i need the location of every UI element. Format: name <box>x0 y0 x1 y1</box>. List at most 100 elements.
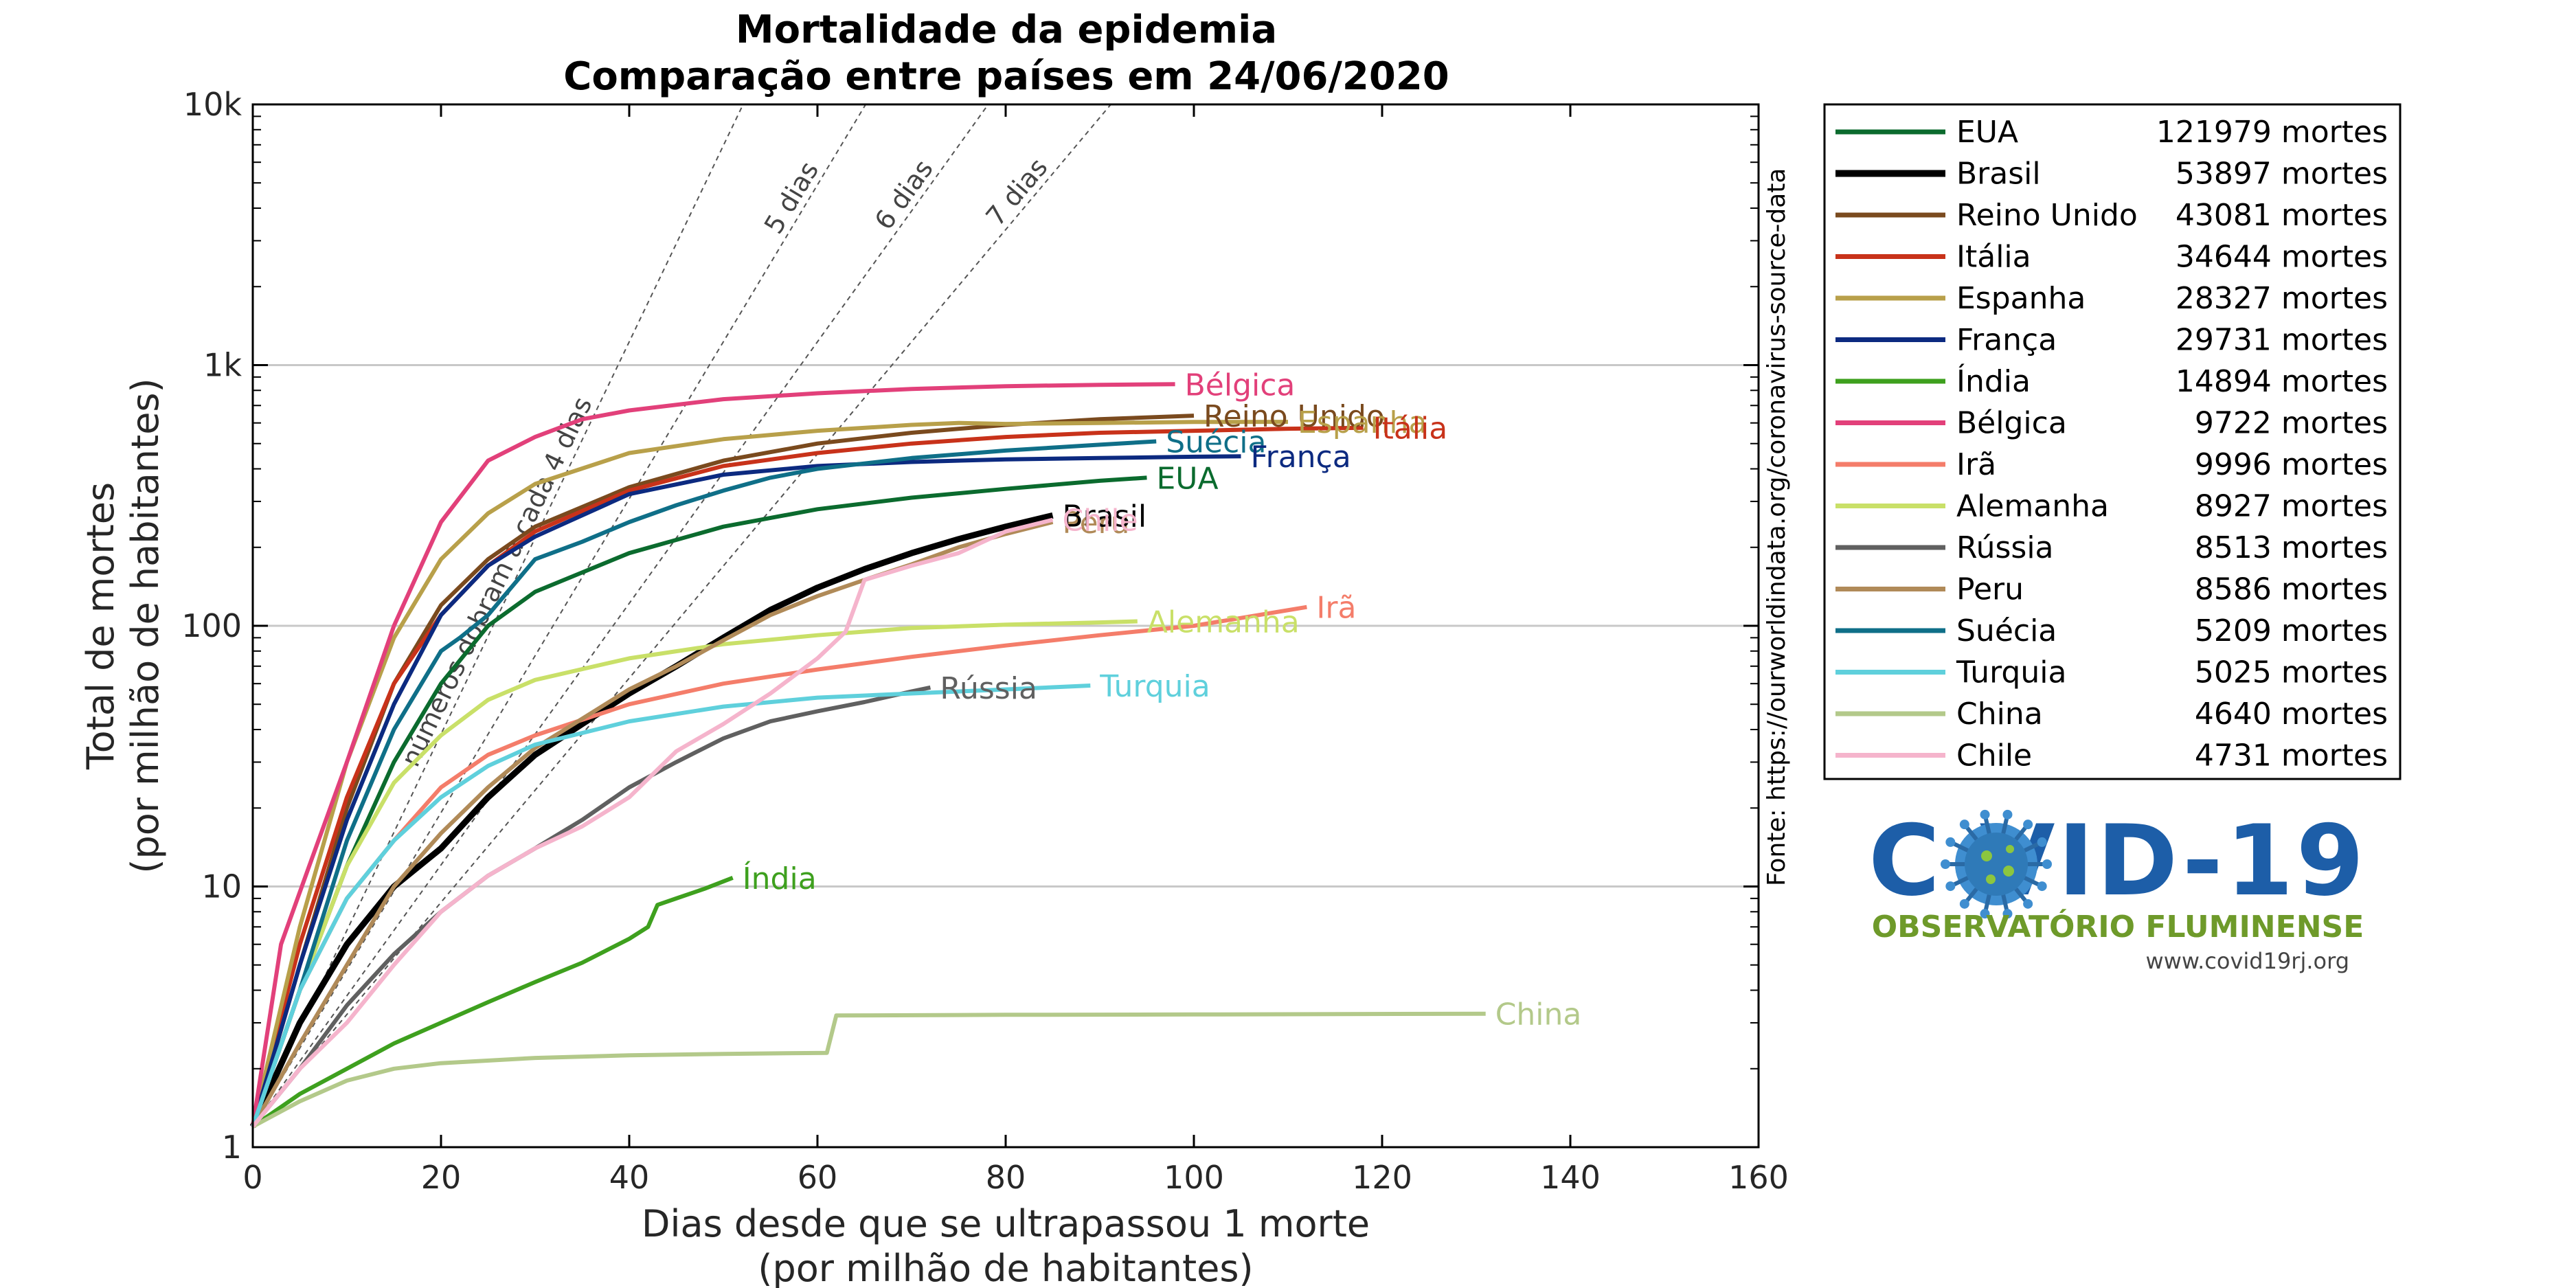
legend-series-name: EUA <box>1956 115 2018 150</box>
series-end-label: Brasil <box>1063 499 1147 534</box>
source-note: Fonte: https://ourworldindata.org/corona… <box>1763 168 1791 886</box>
series-line <box>251 683 1091 1127</box>
legend-series-name: Irã <box>1956 447 1996 482</box>
virus-spikes <box>1941 809 2052 919</box>
series-line <box>251 876 734 1129</box>
legend-death-count: 121979 mortes <box>2156 115 2388 150</box>
series-end-label: Suécia <box>1166 425 1266 460</box>
legend-series-name: França <box>1956 323 2057 358</box>
covid-logo: C VID-19 OBSERVATÓRIO FLUMINENSE www.cov… <box>1868 804 2367 974</box>
series-end-label: Reino Unido <box>1204 399 1385 434</box>
x-axis-label-unit: (por milhão de habitantes) <box>758 1247 1253 1288</box>
series-line <box>251 382 1175 1127</box>
series-end-label: Irã <box>1316 591 1356 626</box>
legend-series-name: Rússia <box>1956 530 2054 565</box>
series-line <box>251 454 1241 1127</box>
legend-death-count: 43081 mortes <box>2176 198 2388 233</box>
series-end-label: Alemanha <box>1147 605 1300 640</box>
legend-series-name: Índia <box>1956 363 2031 399</box>
x-tick-label: 120 <box>1352 1159 1412 1196</box>
x-tick-label: 80 <box>986 1159 1026 1196</box>
x-tick-label: 40 <box>609 1159 650 1196</box>
virus-spike-head <box>2042 859 2052 869</box>
legend-series-name: Alemanha <box>1956 489 2109 524</box>
virus-spike-head <box>2002 809 2013 820</box>
doubling-line <box>252 104 1111 1127</box>
logo-url: www.covid19rj.org <box>2146 948 2349 974</box>
virus-spike-head <box>1980 809 1990 820</box>
virus-spike-head <box>1980 909 1990 919</box>
virus-spike-head <box>2037 881 2047 892</box>
legend-death-count: 34644 mortes <box>2176 240 2388 275</box>
legend-death-count: 5209 mortes <box>2195 613 2388 648</box>
x-tick-label: 20 <box>421 1159 462 1196</box>
chart-subtitle: Comparação entre países em 24/06/2020 <box>563 54 1449 99</box>
legend-series-name: Espanha <box>1956 281 2086 316</box>
series-line <box>251 414 1195 1127</box>
series-end-label: Chile <box>1063 504 1138 539</box>
logo-subtitle: OBSERVATÓRIO FLUMINENSE <box>1872 908 2364 945</box>
legend-death-count: 5025 mortes <box>2195 655 2388 690</box>
virus-spike-head <box>1941 859 1950 869</box>
series-line <box>251 439 1157 1127</box>
legend-series-name: Peru <box>1956 572 2024 607</box>
series-line <box>251 619 1138 1127</box>
series-end-label: China <box>1495 997 1582 1032</box>
x-tick-label: 0 <box>242 1159 262 1196</box>
axis-layer: 0 20 40 60 80 100 120 140 160 1 10 100 1k 10k <box>181 86 1789 1196</box>
doubling-line-label: 7 dias <box>980 152 1054 232</box>
series-end-label: Índia <box>743 860 817 896</box>
legend: EUA 121979 mortes Brasil 53897 mortes Reino … <box>1823 103 2402 780</box>
legend-death-count: 29731 mortes <box>2176 323 2388 358</box>
series-end-label: Turquia <box>1099 669 1210 704</box>
series-layer <box>249 382 1486 1129</box>
x-tick-label: 160 <box>1728 1159 1789 1196</box>
doubling-line <box>252 104 867 1127</box>
legend-death-count: 9722 mortes <box>2195 406 2388 441</box>
logo-rest: VID-19 <box>1980 804 2367 918</box>
series-end-label: Espanha <box>1298 405 1427 440</box>
legend-death-count: 4731 mortes <box>2195 738 2388 773</box>
x-tick-label: 140 <box>1540 1159 1601 1196</box>
logo-letter-c: C <box>1868 804 1943 918</box>
series-end-label: Itália <box>1373 411 1448 447</box>
legend-series-name: Turquia <box>1956 655 2066 690</box>
y-tick-label: 10 <box>201 868 242 905</box>
y-axis-label-unit: (por milhão de habitantes) <box>124 378 167 873</box>
legend-series-name: Reino Unido <box>1956 198 2138 233</box>
legend-death-count: 8586 mortes <box>2195 572 2388 607</box>
legend-death-count: 8927 mortes <box>2195 489 2388 524</box>
y-tick-label: 1k <box>203 347 242 384</box>
x-tick-label: 100 <box>1164 1159 1224 1196</box>
legend-items: EUA 121979 mortes Brasil 53897 mortes Reino … <box>1835 115 2388 773</box>
legend-death-count: 4640 mortes <box>2195 697 2388 732</box>
y-tick-label: 100 <box>181 607 242 644</box>
doubling-line-label: 6 dias <box>869 154 939 235</box>
series-end-label: Peru <box>1063 506 1130 541</box>
legend-series-name: Brasil <box>1956 157 2041 192</box>
virus-spike-head <box>2002 909 2013 919</box>
series-line <box>251 425 1364 1127</box>
virus-spike-head <box>1945 881 1956 892</box>
legend-death-count: 8513 mortes <box>2195 530 2388 565</box>
legend-death-count: 53897 mortes <box>2176 157 2388 192</box>
legend-series-name: Chile <box>1956 738 2032 773</box>
virus-spike-head <box>1945 837 1956 847</box>
virus-spike-head <box>1959 899 1969 909</box>
y-axis-label: Total de mortes <box>79 482 122 770</box>
series-end-label: Bélgica <box>1185 368 1296 403</box>
series-line <box>251 475 1147 1127</box>
series-end-label: França <box>1251 440 1351 475</box>
legend-series-name: Itália <box>1956 240 2031 275</box>
virus-spike-head <box>2037 837 2047 847</box>
legend-series-name: Suécia <box>1956 613 2057 648</box>
x-axis-label: Dias desde que se ultrapassou 1 morte <box>642 1202 1370 1245</box>
y-tick-label: 10k <box>183 86 242 123</box>
legend-death-count: 14894 mortes <box>2176 364 2388 399</box>
x-tick-label: 60 <box>798 1159 838 1196</box>
doubling-line-label: 5 dias <box>758 156 824 238</box>
series-line <box>251 685 931 1128</box>
